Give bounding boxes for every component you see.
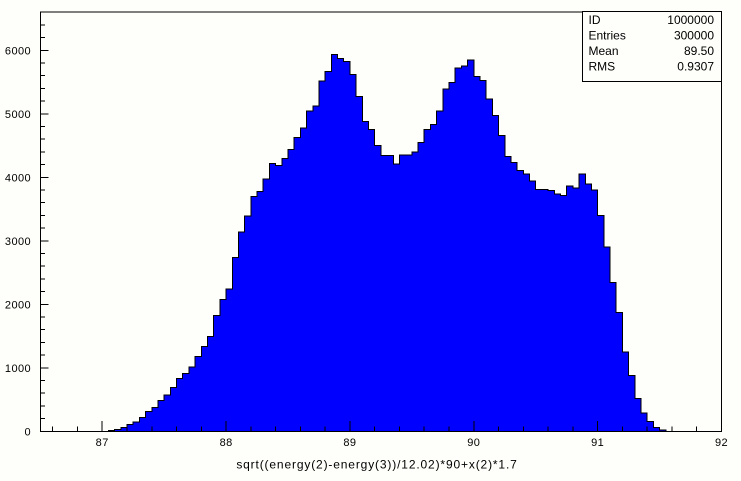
svg-text:1000000: 1000000 [667, 13, 714, 27]
svg-text:0.9307: 0.9307 [677, 59, 714, 73]
svg-text:92: 92 [715, 437, 728, 449]
svg-text:5000: 5000 [5, 109, 31, 121]
svg-text:88: 88 [220, 437, 233, 449]
svg-text:2000: 2000 [5, 300, 31, 312]
svg-text:4000: 4000 [5, 173, 31, 185]
svg-text:3000: 3000 [5, 236, 31, 248]
svg-text:89.50: 89.50 [684, 44, 714, 58]
svg-text:89: 89 [343, 437, 356, 449]
svg-text:300000: 300000 [674, 28, 714, 42]
svg-text:0: 0 [24, 427, 31, 439]
svg-text:Entries: Entries [589, 28, 626, 42]
svg-text:87: 87 [96, 437, 109, 449]
svg-text:6000: 6000 [5, 46, 31, 58]
svg-text:sqrt((energy(2)-energy(3))/12.: sqrt((energy(2)-energy(3))/12.02)*90+x(2… [236, 458, 517, 472]
svg-text:91: 91 [591, 437, 604, 449]
svg-text:ID: ID [589, 13, 601, 27]
svg-text:RMS: RMS [589, 59, 616, 73]
svg-text:1000: 1000 [5, 363, 31, 375]
svg-text:Mean: Mean [589, 44, 619, 58]
svg-text:90: 90 [467, 437, 480, 449]
